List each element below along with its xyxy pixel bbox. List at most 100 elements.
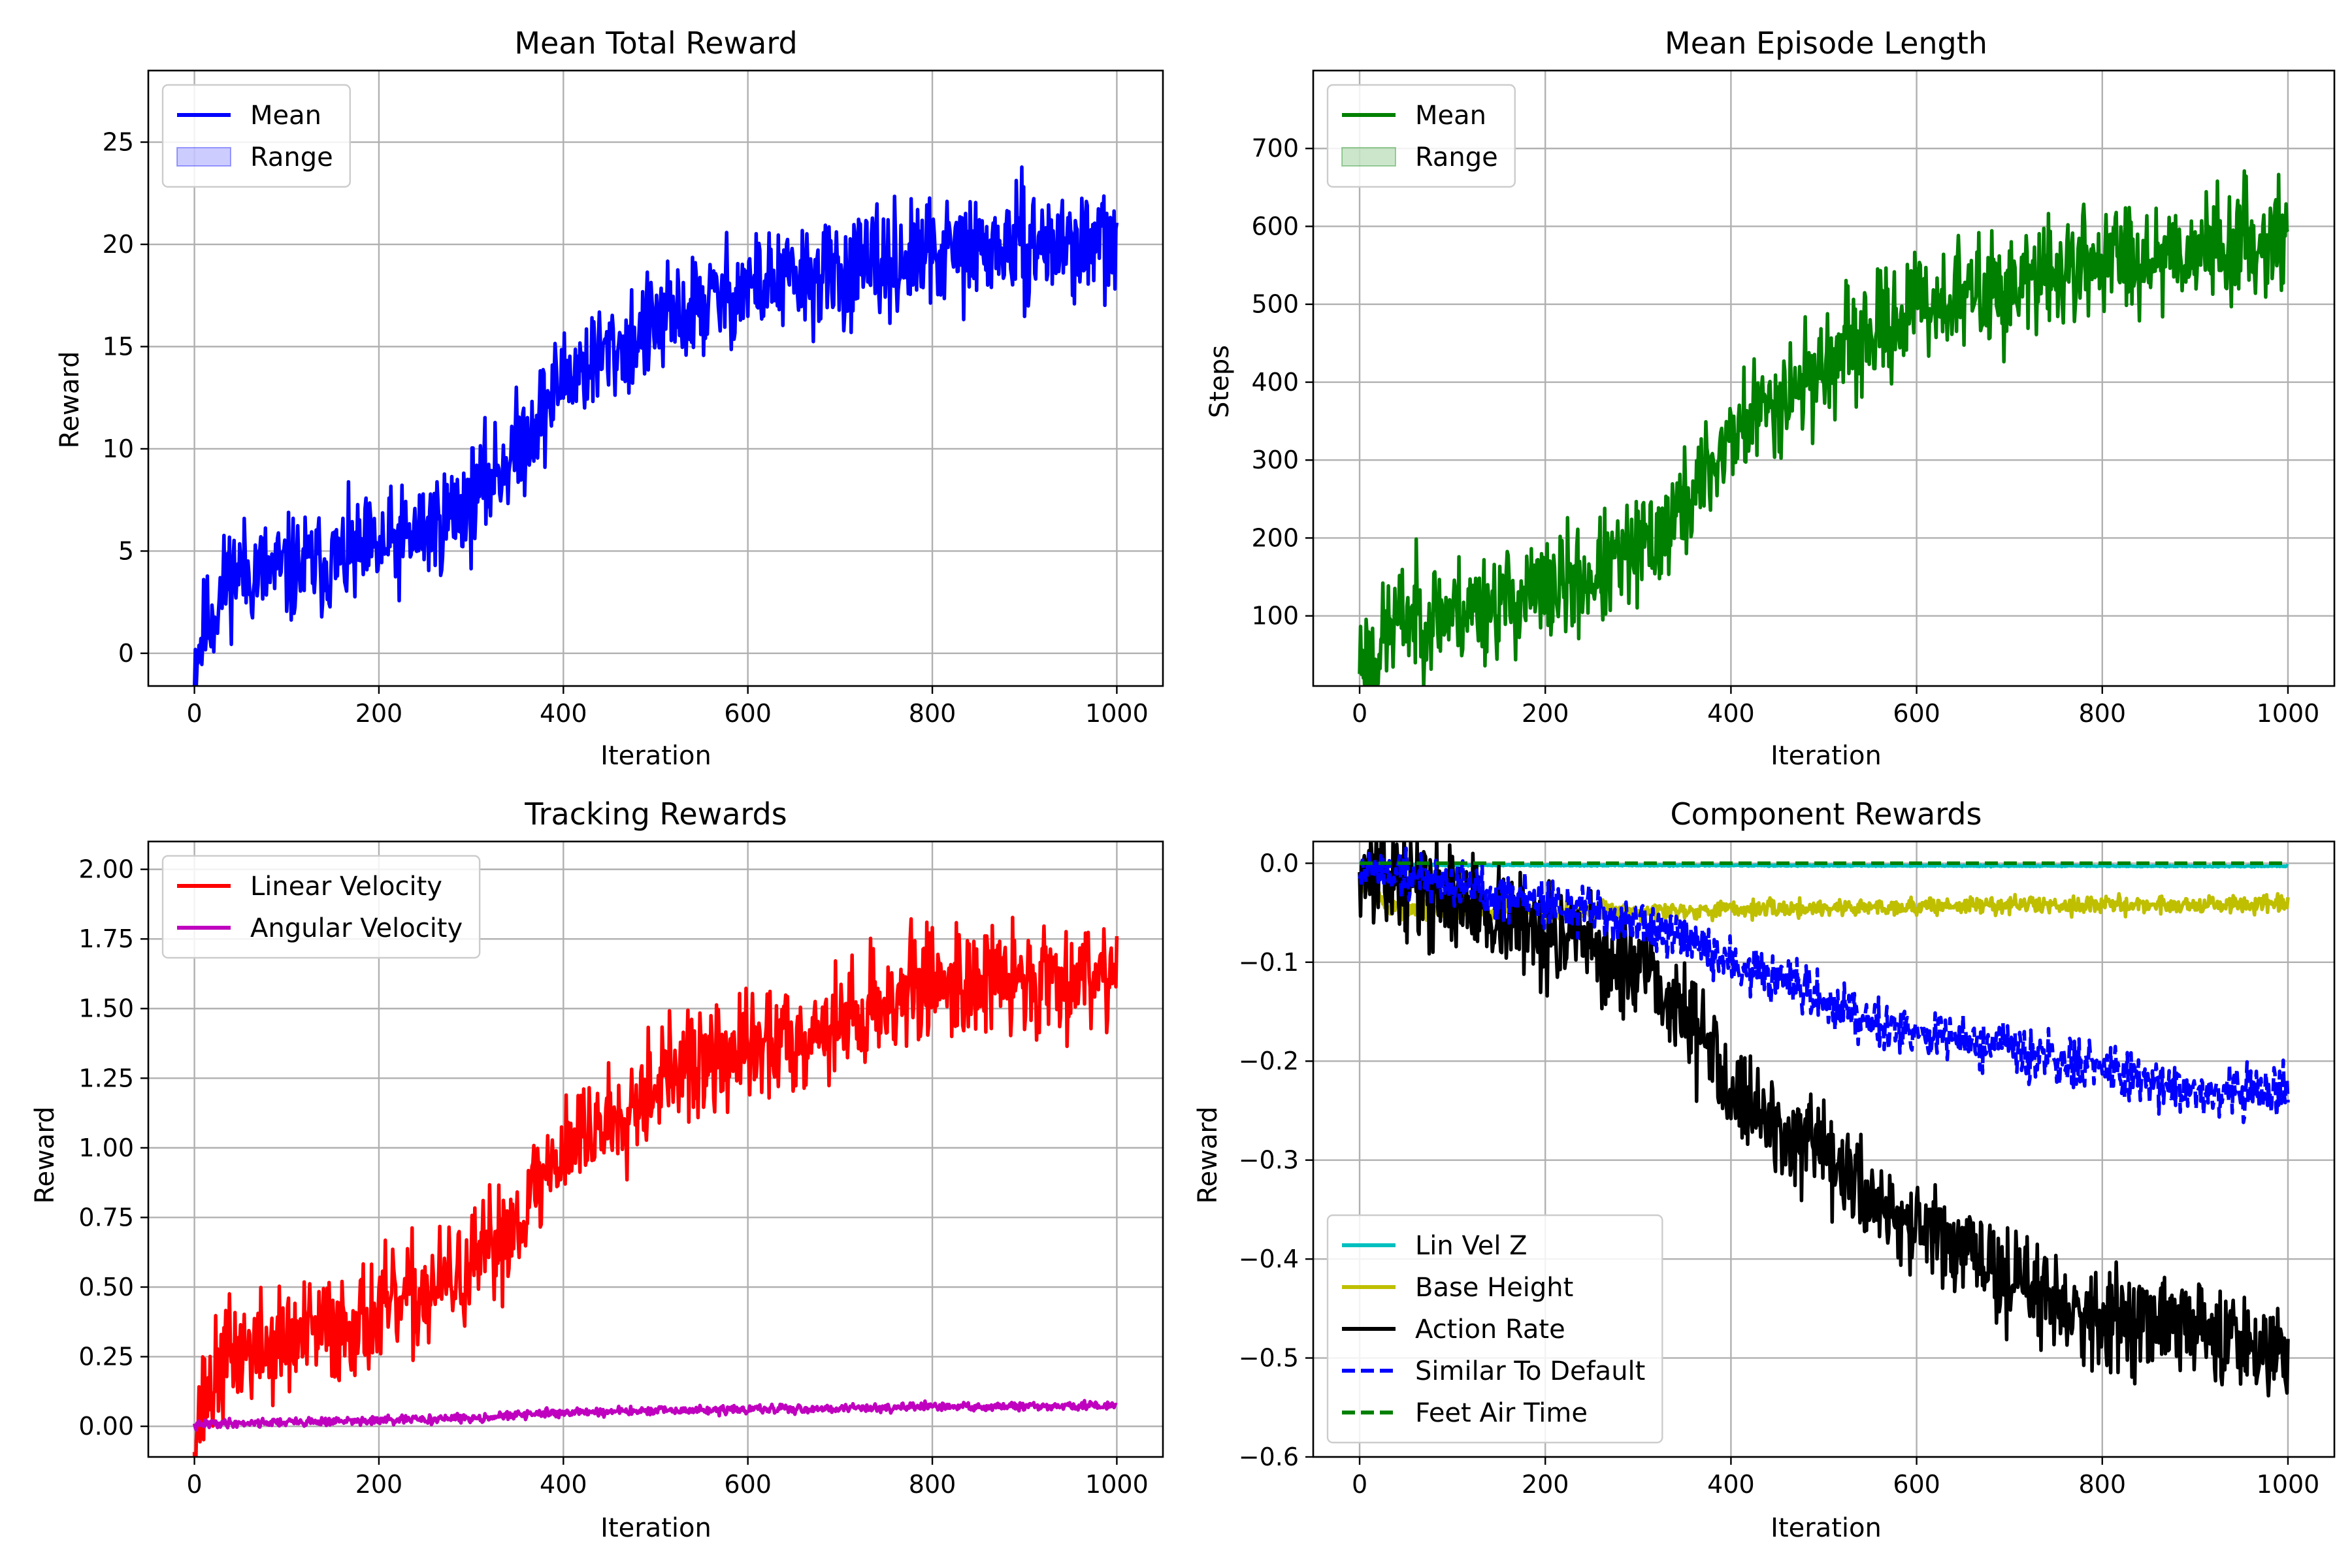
y-tick-label: 0.00 [78,1412,134,1441]
y-tick-label: 1.50 [78,994,134,1023]
x-tick-label: 800 [909,699,956,728]
legend: Lin Vel Z Base Height Action Rate Similar T… [1326,1214,1663,1444]
y-tick-label: −0.1 [1239,948,1299,977]
y-tick-label: 0.25 [78,1343,134,1371]
y-tick-label: 10 [103,434,134,463]
y-tick-label: −0.6 [1239,1443,1299,1471]
x-tick-label: 0 [186,699,202,728]
legend-frame [1326,84,1516,188]
chart-title: Mean Total Reward [514,25,797,61]
legend-label: Base Height [1415,1273,1573,1303]
x-axis-label: Iteration [1771,741,1882,771]
series-group [1358,169,2290,686]
y-tick-label: −0.4 [1239,1245,1299,1273]
legend-label: Similar To Default [1415,1356,1645,1386]
series-line-mean [1358,169,2290,686]
x-tick-label: 0 [1352,1470,1367,1499]
y-tick-label: 1.00 [78,1134,134,1162]
chart-tracking-rewards: Tracking Rewards Iteration Reward 0 200 40… [30,796,1164,1543]
chart-mean-total-reward: Mean Total Reward Iteration Reward 0 200 4… [55,25,1164,771]
chart-title: Tracking Rewards [524,796,787,832]
legend-label: Lin Vel Z [1415,1231,1527,1261]
legend-frame [1326,1214,1663,1444]
y-tick-label: 100 [1251,602,1299,630]
y-tick-label: 0.0 [1260,849,1299,877]
ticks: 0 200 400 600 800 1000 100 200 300 400 500 600 700 [1251,134,2319,728]
series-line-angular-velocity [192,1399,1118,1432]
legend: Linear Velocity Angular Velocity [161,855,481,959]
y-tick-label: 25 [103,128,134,157]
x-tick-label: 800 [2079,1470,2127,1499]
y-tick-label: 0.50 [78,1273,134,1301]
y-tick-label: 15 [103,332,134,361]
axes-frame [147,69,1164,687]
chart-mean-episode-length: Mean Episode Length Iteration Steps 0 200… [1205,25,2336,771]
legend-label: Action Rate [1415,1315,1565,1345]
x-axis-label: Iteration [1771,1513,1882,1543]
x-tick-label: 800 [909,1470,956,1499]
y-tick-label: −0.2 [1239,1047,1299,1075]
x-tick-label: 400 [540,699,587,728]
chart-component-rewards: Component Rewards Iteration Reward 0 200 4… [1193,796,2336,1543]
x-tick-label: 200 [355,699,403,728]
legend-frame [161,855,481,959]
axes-frame [1312,69,2336,687]
y-tick-label: −0.5 [1239,1344,1299,1373]
series-group [1358,841,2290,1398]
legend-label: Range [1415,142,1498,172]
chart-title: Component Rewards [1671,796,1982,832]
series-group [192,915,1119,1457]
legend-label: Range [250,142,333,172]
ticks: 0 200 400 600 800 1000 0.00 0.25 0.50 0.75 1.00 1.2… [78,855,1148,1499]
x-tick-label: 1000 [2257,699,2320,728]
legend-swatch [1341,147,1396,167]
x-axis-label: Iteration [600,1513,711,1543]
y-tick-label: 600 [1251,212,1299,240]
x-tick-label: 0 [1352,699,1367,728]
y-tick-label: 2.00 [78,855,134,884]
y-tick-label: 20 [103,230,134,259]
axes-frame [147,840,1164,1458]
x-axis-label: Iteration [600,741,711,771]
y-tick-label: 300 [1251,446,1299,474]
x-tick-label: 600 [1893,1470,1940,1499]
legend-label: Feet Air Time [1415,1398,1588,1428]
ticks: 0 200 400 600 800 1000 0.0 −0.1 −0.2 −0.3 −0.4 −0.5… [1239,849,2320,1499]
series-line-mean [193,165,1119,686]
legend-label: Mean [1415,101,1486,131]
y-tick-label: 1.75 [78,924,134,953]
y-axis-label: Reward [55,351,85,449]
series-line-similar-to-default [1358,846,2290,1124]
y-tick-label: 5 [118,536,134,565]
x-tick-label: 200 [1522,1470,1569,1499]
x-tick-label: 1000 [1085,1470,1149,1499]
series-line-linear-velocity [192,915,1119,1457]
y-axis-label: Reward [1193,1107,1223,1204]
y-axis-label: Steps [1205,345,1235,418]
y-tick-label: 700 [1251,134,1299,163]
x-tick-label: 400 [1707,1470,1755,1499]
chart-title: Mean Episode Length [1665,25,1987,61]
x-tick-label: 600 [724,699,772,728]
legend-label: Linear Velocity [250,872,442,902]
y-tick-label: 0 [118,639,134,668]
y-tick-label: 500 [1251,290,1299,319]
x-tick-label: 400 [540,1470,587,1499]
x-tick-label: 1000 [1085,699,1149,728]
x-tick-label: 1000 [2257,1470,2320,1499]
x-tick-label: 200 [355,1470,403,1499]
y-tick-label: −0.3 [1239,1146,1299,1175]
ticks: 0 200 400 600 800 1000 0 5 10 15 20 25 [103,128,1149,728]
x-tick-label: 200 [1522,699,1569,728]
y-tick-label: 0.75 [78,1203,134,1232]
legend-frame [161,84,351,188]
legend-swatch [176,147,231,167]
y-tick-label: 400 [1251,368,1299,397]
x-tick-label: 0 [186,1470,202,1499]
y-tick-label: 1.25 [78,1064,134,1092]
y-axis-label: Reward [30,1107,60,1204]
legend: Mean Range [161,84,351,188]
axes-frame [1312,840,2336,1458]
series-group [193,165,1119,686]
